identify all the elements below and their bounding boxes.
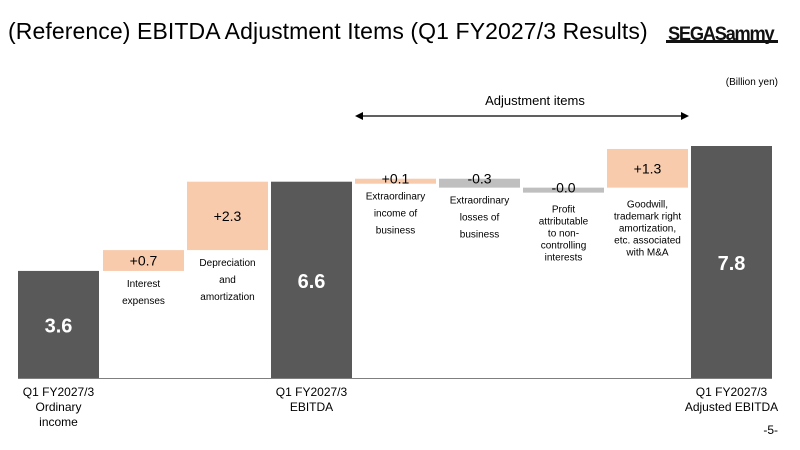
sega-sammy-logo: SEGASammy (668, 24, 775, 45)
category-label: Q1 FY2027/3 (276, 385, 348, 399)
bar-caption: Profit (552, 205, 576, 216)
arrow-head-left (355, 112, 363, 120)
adjustment-items-arrow (355, 112, 689, 120)
waterfall-bars (18, 146, 772, 378)
bar-value-label: +0.7 (130, 253, 158, 269)
bar-caption: business (460, 230, 499, 241)
bar-caption: etc. associated (614, 236, 681, 247)
bar-caption: Extraordinary (366, 192, 425, 203)
bar-total-8 (691, 146, 772, 378)
bar-delta-5 (439, 178, 520, 188)
bar-caption: expenses (122, 296, 165, 307)
bar-delta-6 (523, 187, 604, 193)
arrow-head-right (681, 112, 689, 120)
bar-caption: to non- (548, 229, 579, 240)
bar-caption: Goodwill, (627, 200, 668, 211)
bar-caption: losses of (460, 213, 500, 224)
category-label: Q1 FY2027/3 (23, 385, 95, 399)
category-label: Adjusted EBITDA (685, 400, 778, 414)
bar-caption: amortization (200, 292, 254, 303)
bar-value-label: 3.6 (45, 315, 73, 337)
category-label: Ordinary (35, 400, 81, 414)
bar-value-label: 6.6 (298, 271, 326, 293)
waterfall-labels: 3.6Q1 FY2027/3Ordinaryincome+0.7Interest… (23, 160, 778, 429)
bar-value-label: -0.0 (551, 180, 575, 196)
adjustment-items-label: Adjustment items (485, 93, 585, 108)
bar-caption: and (219, 275, 236, 286)
bar-caption: income of (374, 209, 418, 220)
bar-value-label: +0.1 (382, 171, 410, 187)
bar-delta-1 (103, 250, 184, 271)
bar-value-label: +2.3 (214, 208, 242, 224)
bar-total-0 (18, 270, 99, 378)
bar-caption: amortization, (619, 224, 676, 235)
category-label: EBITDA (290, 400, 333, 414)
page-title: (Reference) EBITDA Adjustment Items (Q1 … (8, 18, 648, 44)
bar-caption: trademark right (614, 212, 681, 223)
bar-caption: controlling (541, 241, 587, 252)
bar-delta-7 (607, 148, 688, 188)
bar-delta-4 (355, 178, 436, 184)
bar-caption: Interest (127, 279, 161, 290)
unit-label: (Billion yen) (725, 77, 778, 88)
category-label: income (39, 415, 78, 429)
page-number: -5- (763, 423, 778, 437)
bar-caption: interests (545, 253, 583, 264)
bar-caption: Extraordinary (450, 196, 509, 207)
bar-caption: Depreciation (199, 258, 255, 269)
bar-total-3 (271, 181, 352, 378)
bar-value-label: -0.3 (467, 171, 491, 187)
bar-caption: attributable (539, 217, 589, 228)
bar-value-label: +1.3 (634, 160, 662, 176)
bar-caption: with M&A (625, 248, 669, 259)
bar-value-label: 7.8 (718, 253, 746, 275)
category-label: Q1 FY2027/3 (696, 385, 768, 399)
bar-caption: business (376, 226, 415, 237)
logo-underline (666, 40, 778, 43)
bar-delta-2 (187, 181, 268, 251)
